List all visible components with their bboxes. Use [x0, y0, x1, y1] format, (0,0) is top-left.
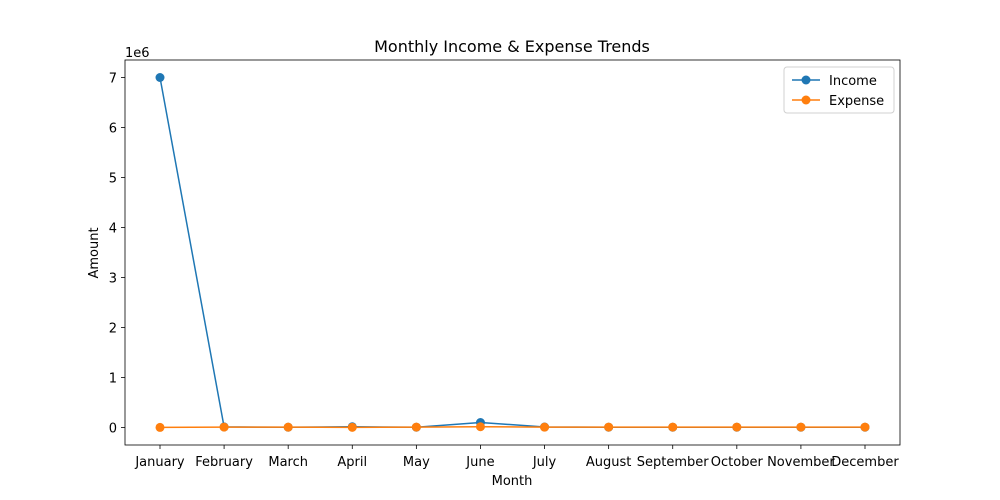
data-point-expense [475, 422, 485, 432]
y-tick-label: 6 [109, 122, 117, 137]
y-axis-ticks: 0 1 2 3 4 5 6 7 [109, 72, 125, 437]
legend-label-expense: Expense [829, 94, 884, 109]
x-tick-label: March [268, 455, 308, 470]
x-tick-label: August [586, 455, 632, 470]
series-layer [155, 73, 870, 432]
data-point-expense [732, 422, 742, 432]
series-line-expense [159, 425, 865, 429]
plot-area-frame [124, 59, 901, 446]
x-tick-label: November [767, 455, 835, 470]
data-point-expense [604, 422, 614, 432]
y-axis-label: Amount [87, 227, 102, 278]
y-tick-label: 4 [109, 222, 117, 237]
data-point-expense [540, 422, 550, 432]
x-tick-label: June [465, 455, 494, 470]
data-point-expense [668, 422, 678, 432]
x-tick-label: January [134, 455, 185, 470]
x-axis-ticks: January February March April May June July Augu… [134, 445, 899, 470]
legend: Income Expense [783, 66, 895, 114]
series-expense [155, 422, 870, 432]
y-axis-multiplier: 1e6 [125, 46, 150, 61]
y-tick-label: 1 [109, 372, 117, 387]
y-tick-label: 0 [109, 422, 117, 437]
data-point-expense [347, 422, 357, 432]
legend-box [783, 66, 895, 114]
legend-label-income: Income [829, 74, 877, 89]
data-point-expense [283, 422, 293, 432]
data-point-expense [411, 422, 421, 432]
x-tick-label: December [831, 455, 899, 470]
data-point-expense [860, 422, 870, 432]
series-line-income [159, 77, 865, 429]
chart-title: Monthly Income & Expense Trends [374, 37, 650, 56]
data-point-expense [219, 422, 229, 432]
y-tick-label: 5 [109, 172, 117, 187]
series-income [155, 73, 870, 432]
x-axis-label: Month [492, 474, 533, 489]
x-tick-label: May [403, 455, 430, 470]
x-tick-label: October [711, 455, 764, 470]
data-point-income [155, 73, 165, 82]
y-tick-label: 3 [109, 272, 117, 287]
x-tick-label: February [195, 455, 253, 470]
y-tick-label: 2 [109, 322, 117, 337]
x-tick-label: April [337, 455, 367, 470]
legend-marker-expense [801, 95, 811, 105]
data-point-expense [155, 422, 165, 432]
legend-marker-income [801, 75, 811, 85]
y-tick-label: 7 [109, 72, 117, 87]
x-tick-label: July [532, 455, 557, 470]
x-tick-label: September [637, 455, 710, 470]
data-point-expense [796, 422, 806, 432]
